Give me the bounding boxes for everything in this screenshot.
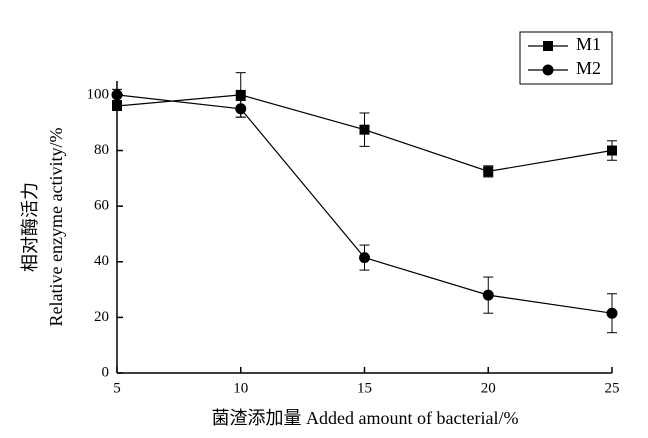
marker xyxy=(606,307,618,319)
y-tick-label: 0 xyxy=(102,364,110,380)
x-tick-label: 25 xyxy=(605,380,620,396)
x-axis-label: 菌渣添加量 Added amount of bacterial/% xyxy=(212,408,519,428)
x-tick-label: 10 xyxy=(233,380,248,396)
marker xyxy=(235,103,247,115)
x-tick-label: 15 xyxy=(357,380,372,396)
marker xyxy=(359,124,370,135)
y-tick-label: 40 xyxy=(94,253,109,269)
legend-label: M1 xyxy=(576,34,601,54)
y-axis-label: 相对酶活力 xyxy=(20,182,40,272)
legend-label: M2 xyxy=(576,58,601,78)
legend-box xyxy=(519,31,613,85)
y-tick-label: 100 xyxy=(87,86,110,102)
x-tick-label: 5 xyxy=(113,380,121,396)
legend-marker xyxy=(543,41,553,51)
marker xyxy=(607,145,617,156)
marker xyxy=(483,166,494,177)
marker xyxy=(112,101,122,112)
legend-marker xyxy=(542,64,554,76)
marker xyxy=(482,289,494,301)
x-tick-label: 20 xyxy=(481,380,496,396)
marker xyxy=(359,252,370,264)
y-tick-label: 60 xyxy=(94,198,109,214)
y-tick-label: 20 xyxy=(94,309,109,325)
y-axis-label: Relative enzyme activity/% xyxy=(46,128,66,327)
marker xyxy=(111,89,123,101)
y-tick-label: 80 xyxy=(94,142,109,158)
marker xyxy=(235,89,246,100)
